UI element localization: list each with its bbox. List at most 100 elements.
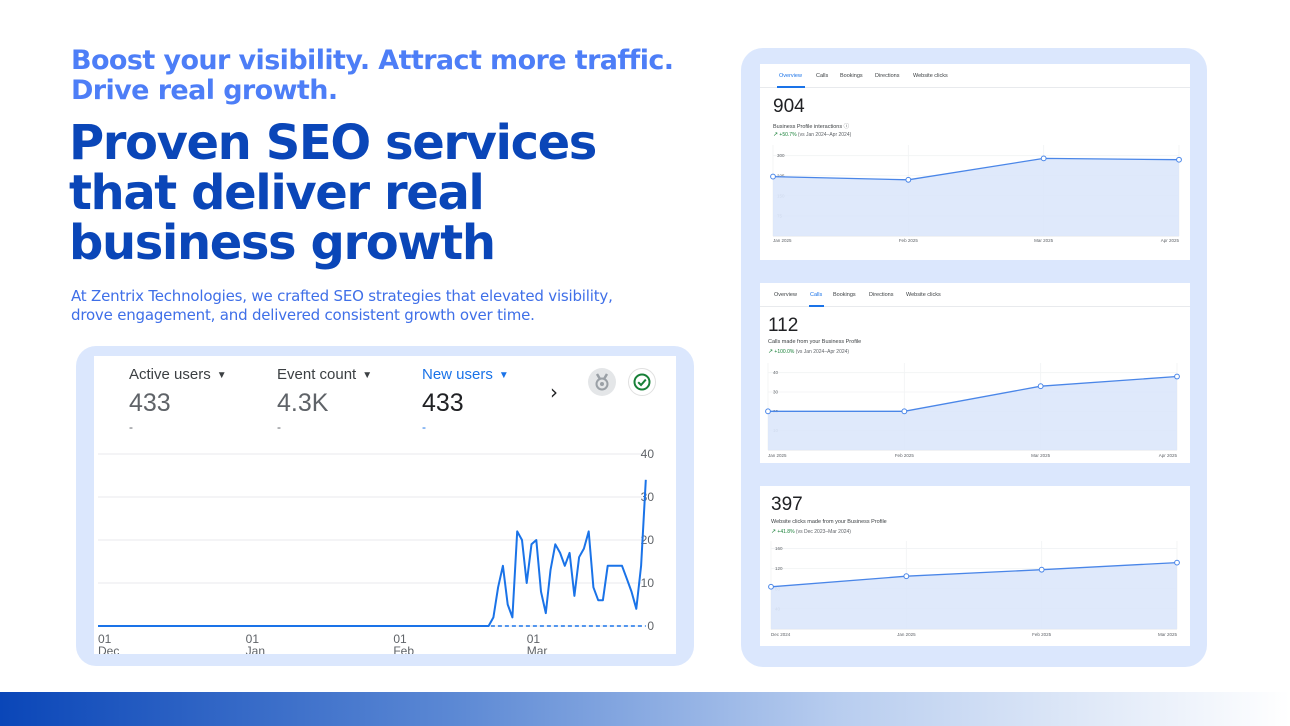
interactions-card: Overview Calls Bookings Directions Websi…: [760, 64, 1190, 260]
data-point: [1038, 566, 1045, 573]
area-fill: [768, 376, 1177, 450]
metric-value: 433: [129, 389, 171, 417]
x-tick-label: Feb 2025: [899, 238, 919, 243]
website-clicks-period: (vs Dec 2023–Mar 2024): [795, 529, 851, 535]
series-line: [768, 375, 1178, 412]
dropdown-caret-icon[interactable]: ▼: [362, 370, 373, 381]
intro-paragraph: At Zentrix Technologies, we crafted SEO …: [71, 287, 691, 325]
calls-total: 112: [768, 315, 799, 336]
tab-bookings[interactable]: Bookings: [833, 292, 856, 298]
y-tick-label: 225: [777, 173, 785, 178]
data-point: [903, 573, 910, 580]
website-clicks-change-pct: +41.8%: [777, 529, 795, 535]
tab-overview[interactable]: Overview: [779, 73, 802, 79]
chevron-right-icon[interactable]: ›: [550, 380, 558, 404]
interactions-change: ↗ +50.7% (vs Jan 2024–Apr 2024): [773, 131, 851, 138]
x-tick-day: 01: [98, 632, 112, 646]
x-tick-label: Feb 2025: [1032, 632, 1052, 637]
x-tick-label: Mar 2025: [1034, 238, 1054, 243]
metric-value: 4.3K: [277, 389, 329, 417]
insights-badge-icon[interactable]: [588, 368, 616, 396]
check-circle-icon[interactable]: [628, 368, 656, 396]
x-tick-label: Jan 2025: [768, 453, 787, 458]
calls-change-pct: +100.0%: [774, 349, 795, 355]
data-point: [1174, 559, 1180, 566]
data-point: [1037, 383, 1044, 390]
tab-directions[interactable]: Directions: [875, 73, 900, 79]
y-tick-label: 30: [773, 390, 779, 395]
y-tick-label: 10: [641, 576, 655, 590]
tagline-line-1: Boost your visibility. Attract more traf…: [71, 45, 674, 76]
interactions-total: 904: [773, 96, 805, 117]
performance-tabs: Overview Calls Bookings Directions Websi…: [760, 283, 1190, 307]
tagline: Boost your visibility. Attract more traf…: [71, 46, 731, 106]
y-tick-label: 160: [775, 546, 783, 551]
calls-change: ↗ +100.0% (vs Jan 2024–Apr 2024): [768, 348, 849, 355]
x-tick-month: Mar: [527, 644, 548, 654]
x-tick-day: 01: [393, 632, 407, 646]
trend-up-icon: ↗: [773, 132, 779, 138]
performance-tabs: Overview Calls Bookings Directions Websi…: [760, 64, 1190, 88]
headline-line-3: business growth: [69, 215, 496, 271]
data-point: [901, 408, 908, 415]
data-point: [905, 176, 912, 183]
tab-directions[interactable]: Directions: [869, 292, 894, 298]
metric-change: -: [277, 420, 281, 434]
interactions-description: Business Profile interactions ⓘ: [773, 122, 849, 130]
info-icon[interactable]: ⓘ: [843, 124, 850, 130]
interactions-period: (vs Jan 2024–Apr 2024): [797, 132, 852, 138]
intro-line-2: drove engagement, and delivered consiste…: [71, 306, 535, 324]
calls-period: (vs Jan 2024–Apr 2024): [795, 349, 850, 355]
y-tick-label: 40: [641, 447, 655, 461]
data-point: [1040, 155, 1047, 162]
headline-line-2: that deliver real: [69, 165, 485, 221]
tab-overview[interactable]: Overview: [774, 292, 797, 298]
area-fill: [773, 158, 1179, 236]
tab-website-clicks[interactable]: Website clicks: [906, 292, 941, 298]
tab-bookings[interactable]: Bookings: [840, 73, 863, 79]
x-tick-month: Feb: [393, 644, 414, 654]
x-tick-label: Apr 2025: [1161, 238, 1180, 243]
headline-line-1: Proven SEO services: [69, 115, 597, 171]
y-tick-label: 30: [641, 490, 655, 504]
website-clicks-card: 397 Website clicks made from your Busine…: [760, 486, 1190, 646]
series-line: [770, 561, 1178, 588]
x-tick-label: Mar 2025: [1158, 632, 1178, 637]
metric-label: Event count: [277, 366, 357, 383]
metric-new-users[interactable]: New users ▼ 433 -: [422, 366, 509, 434]
data-point: [770, 173, 776, 180]
data-point: [768, 583, 774, 590]
website-clicks-change: ↗ +41.8% (vs Dec 2023–Mar 2024): [771, 528, 851, 535]
active-tab-indicator: [777, 86, 805, 88]
x-tick-label: Dec 2024: [771, 632, 791, 637]
dropdown-caret-icon[interactable]: ▼: [216, 370, 227, 381]
data-point: [1174, 373, 1180, 380]
tab-calls[interactable]: Calls: [816, 73, 829, 79]
page-headline: Proven SEO services that deliver real bu…: [69, 118, 709, 268]
tab-website-clicks[interactable]: Website clicks: [913, 73, 948, 79]
x-tick-day: 01: [246, 632, 260, 646]
footer-gradient-bar: [0, 692, 1290, 726]
calls-description: Calls made from your Business Profile: [768, 339, 862, 345]
tab-calls[interactable]: Calls: [810, 292, 823, 298]
metric-change: -: [129, 420, 133, 434]
interactions-label: Business Profile interactions: [773, 124, 843, 130]
metric-event-count[interactable]: Event count ▼ 4.3K -: [277, 366, 372, 434]
metric-value: 433: [422, 389, 464, 417]
x-tick-month: Dec: [98, 644, 119, 654]
intro-line-1: At Zentrix Technologies, we crafted SEO …: [71, 287, 613, 305]
tagline-line-2: Drive real growth.: [71, 75, 338, 106]
series-line: [98, 479, 647, 627]
interactions-change-pct: +50.7%: [779, 132, 797, 138]
y-tick-label: 20: [641, 533, 655, 547]
series-line: [772, 157, 1180, 181]
website-clicks-description: Website clicks made from your Business P…: [771, 519, 887, 525]
metric-active-users[interactable]: Active users ▼ 433 -: [129, 366, 227, 434]
dropdown-caret-icon[interactable]: ▼: [498, 370, 509, 381]
y-tick-label: 40: [773, 370, 779, 375]
metric-label: New users: [422, 366, 493, 383]
